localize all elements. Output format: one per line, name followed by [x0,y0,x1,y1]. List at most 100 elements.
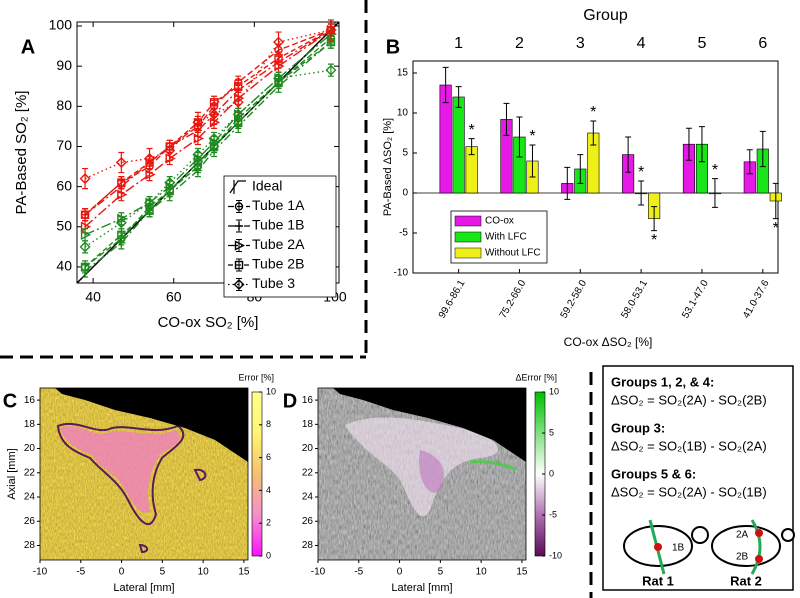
error-bar [194,131,201,146]
error-bar [455,86,462,108]
marker [192,149,204,160]
colorbar-tick-label: 8 [266,419,271,429]
data-line [84,33,332,236]
x-axis-label: CO-ox SO₂ [%] [158,314,259,331]
error-bar [638,180,645,206]
marker [164,145,176,156]
marker [192,116,204,128]
marker [115,157,127,169]
x-tick-label: 15 [238,567,250,578]
error-region [60,426,181,513]
marker [164,177,176,189]
marker [80,210,90,219]
difference-region [419,450,444,493]
significance-marker: * [773,220,779,237]
y-tick-label: 24 [302,492,314,503]
legend-error [236,239,242,252]
y-tick-label: 26 [24,516,36,527]
y-tick-label: 50 [56,217,72,233]
data-line [84,29,332,216]
data-line [84,69,332,248]
marker [235,222,243,230]
legend-swatch [454,215,482,227]
no-signal-region [333,388,526,462]
rat-ear [691,526,709,544]
image-frame [317,387,527,561]
marker [274,53,283,63]
marker [79,241,91,253]
legend-label: Tube 2A [252,236,305,252]
colorbar-tick-label: 0 [266,550,271,560]
x-tick-label: 60 [166,289,182,305]
x-tick-label: 0 [119,567,125,578]
x-tick-label: 40 [85,289,101,305]
group-label: 1 [454,35,463,52]
error-bar [564,166,571,200]
error-bar [118,188,125,202]
colorbar-label: Error [%] [238,372,274,382]
x-tick-label: 59.2-58.0 [559,278,590,320]
significance-marker: * [712,162,718,179]
panel-letter: A [21,36,35,58]
error-bar [590,120,597,146]
marker [234,260,244,270]
y-tick-label: 20 [24,443,36,454]
significance-marker: * [469,122,475,139]
y-tick-label: 20 [302,443,314,454]
marker [115,217,127,229]
error-bar [772,182,779,220]
error-bar [577,154,584,184]
legend: CO-ox With LFC Without LFC [450,210,548,264]
error-bar [327,19,334,41]
error-bar [211,103,218,125]
tube-label: 1B [672,543,685,554]
x-tick-label: 58.0-53.1 [619,278,650,320]
group-label: 2 [515,35,524,52]
group-label: 6 [758,35,767,52]
y-tick-label: 0 [402,188,408,199]
x-tick-label: 5 [438,567,444,578]
marker [273,72,285,84]
x-tick-label: -5 [76,567,85,578]
tube-label: 2A [736,530,749,541]
legend-line [229,180,246,194]
y-tick-label: 16 [302,395,314,406]
x-tick-label: -10 [33,567,48,578]
legend-label: Without LFC [485,248,541,259]
x-tick-label: 53.1-47.0 [680,278,711,320]
chart-title: Group [583,7,628,24]
rat-body [711,525,781,567]
group-label: 5 [698,35,707,52]
marker [80,262,90,272]
legend-swatch [454,247,482,259]
y-tick-label: 24 [24,492,36,503]
marker [208,132,220,144]
y-tick-label: 80 [56,97,72,113]
y-tick-label: -5 [399,228,408,239]
x-axis-label: Lateral [mm] [391,582,452,594]
y-tick-label: 90 [56,57,72,73]
legend: Ideal Tube 1A Tube 1B Tube 2A Tube 2B Tube 3 [223,175,337,298]
plot-frame [412,60,779,274]
rat-ear [781,528,795,542]
rat-label: Rat 1 [642,573,674,588]
x-tick-label: 10 [476,567,488,578]
legend-label: CO-ox [485,216,514,227]
error-bar [625,136,632,173]
legend-label: Ideal [252,178,282,194]
equation: ΔSO₂ = SO₂(2A) - SO₂(2B) [611,392,767,407]
legend-label: Tube 3 [252,275,295,291]
colorbar-tick-label: 4 [266,485,271,495]
y-axis-label: PA-Based SO₂ [%] [13,91,30,215]
tube-label: 2B [736,552,749,563]
marker [144,153,156,165]
error-bar [118,228,125,242]
error-bar [516,116,523,158]
legend-label: With LFC [485,232,527,243]
error-bar [711,178,718,208]
x-axis-label: Lateral [mm] [113,582,174,594]
significance-marker: * [638,164,644,181]
colorbar-tick-label: 2 [266,518,271,528]
marker [234,202,244,211]
tube-site [654,543,662,551]
